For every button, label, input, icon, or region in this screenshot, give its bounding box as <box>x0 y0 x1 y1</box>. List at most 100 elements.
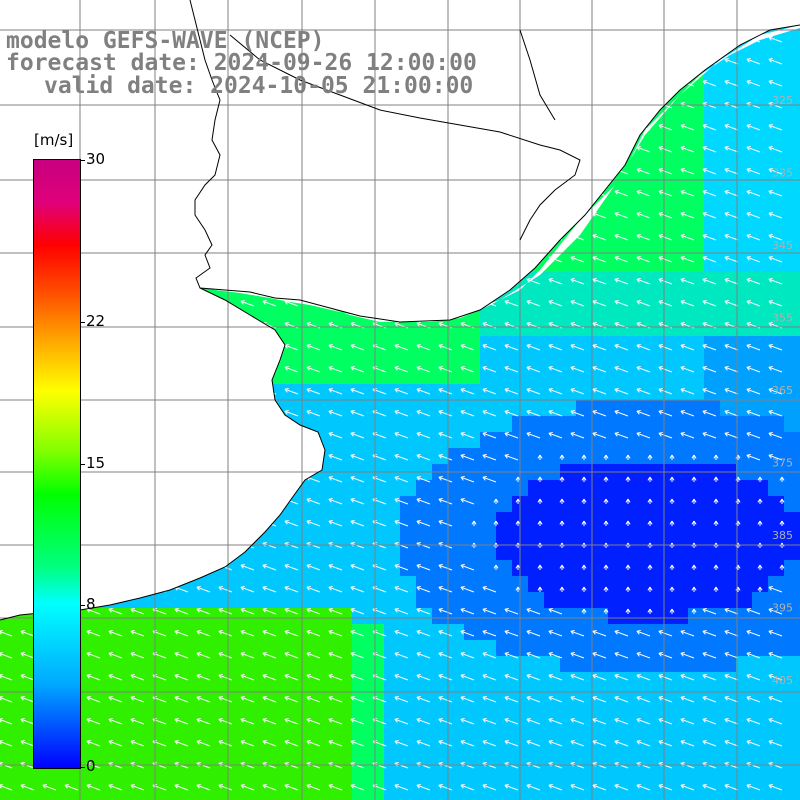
wind-arrow <box>658 189 673 197</box>
wind-arrow <box>658 695 673 703</box>
wind-arrow <box>757 476 763 482</box>
wind-speed-cell <box>288 352 304 368</box>
wind-arrow <box>746 387 761 395</box>
wind-speed-cell <box>48 784 64 800</box>
wind-arrow <box>559 454 565 460</box>
wind-speed-cell <box>592 352 608 368</box>
wind-speed-cell <box>112 704 128 720</box>
wind-arrow <box>262 717 277 725</box>
wind-arrow <box>460 343 475 351</box>
wind-speed-cell <box>320 320 336 336</box>
wind-arrow <box>20 651 35 659</box>
wind-speed-cell <box>544 752 560 768</box>
wind-arrow <box>603 454 609 460</box>
wind-speed-cell <box>640 192 656 208</box>
wind-arrow <box>350 365 365 373</box>
wind-speed-cell <box>784 272 800 288</box>
wind-arrow <box>768 79 783 87</box>
wind-speed-cell <box>560 496 576 512</box>
wind-arrow <box>680 255 695 263</box>
wind-speed-cell <box>528 448 544 464</box>
wind-speed-cell <box>0 752 16 768</box>
wind-speed-cell <box>320 592 336 608</box>
wind-arrow <box>130 695 145 703</box>
wind-arrow <box>548 387 563 395</box>
wind-speed-cell <box>304 560 320 576</box>
wind-arrow <box>746 233 761 241</box>
wind-speed-cell <box>752 736 768 752</box>
wind-speed-cell <box>592 336 608 352</box>
wind-speed-cell <box>720 528 736 544</box>
wind-speed-cell <box>240 592 256 608</box>
wind-speed-cell <box>752 512 768 528</box>
wind-speed-cell <box>192 736 208 752</box>
wind-speed-cell <box>448 560 464 576</box>
wind-arrow <box>394 519 409 527</box>
wind-speed-cell <box>384 400 400 416</box>
wind-speed-cell <box>464 352 480 368</box>
wind-speed-cell <box>272 704 288 720</box>
wind-speed-cell <box>784 32 800 48</box>
wind-arrow <box>20 695 35 703</box>
latitude-tick-label: 325 <box>772 94 793 107</box>
wind-speed-cell <box>672 240 688 256</box>
wind-arrow <box>438 475 453 483</box>
wind-speed-cell <box>496 608 512 624</box>
wind-arrow <box>284 519 299 527</box>
wind-speed-cell <box>496 768 512 784</box>
wind-arrow <box>504 387 519 395</box>
wind-arrow <box>702 189 717 197</box>
wind-speed-cell <box>576 432 592 448</box>
wind-arrow <box>746 343 761 351</box>
wind-speed-cell <box>784 112 800 128</box>
wind-speed-cell <box>336 560 352 576</box>
latitude-tick-label: 405 <box>772 674 793 687</box>
wind-speed-cell <box>768 416 784 432</box>
wind-speed-cell <box>624 480 640 496</box>
wind-speed-cell <box>752 176 768 192</box>
wind-speed-cell <box>768 96 784 112</box>
wind-speed-cell <box>480 720 496 736</box>
wind-speed-cell <box>240 656 256 672</box>
wind-arrow <box>0 717 13 725</box>
wind-speed-cell <box>672 528 688 544</box>
wind-arrow <box>746 629 761 637</box>
wind-speed-cell <box>688 448 704 464</box>
wind-speed-cell <box>448 752 464 768</box>
wind-arrow <box>218 629 233 637</box>
wind-arrow <box>724 167 739 175</box>
wind-speed-cell <box>672 144 688 160</box>
wind-speed-cell <box>352 432 368 448</box>
wind-speed-cell <box>688 480 704 496</box>
wind-speed-cell <box>144 672 160 688</box>
wind-speed-cell <box>304 784 320 800</box>
wind-speed-cell <box>384 640 400 656</box>
wind-speed-cell <box>256 544 272 560</box>
wind-speed-cell <box>304 624 320 640</box>
wind-speed-cell <box>224 656 240 672</box>
wind-speed-cell <box>336 736 352 752</box>
wind-arrow <box>438 629 453 637</box>
wind-arrow <box>768 233 783 241</box>
wind-speed-cell <box>432 368 448 384</box>
wind-arrow <box>482 673 497 681</box>
wind-arrow <box>218 585 233 593</box>
wind-speed-cell <box>752 272 768 288</box>
wind-speed-cell <box>720 112 736 128</box>
wind-speed-cell <box>768 64 784 80</box>
wind-speed-cell <box>416 624 432 640</box>
wind-speed-cell <box>80 672 96 688</box>
wind-arrow <box>647 454 653 460</box>
wind-speed-cell <box>560 624 576 640</box>
wind-speed-cell <box>384 560 400 576</box>
wind-arrow <box>504 431 519 439</box>
wind-speed-cell <box>368 752 384 768</box>
wind-speed-cell <box>320 720 336 736</box>
wind-speed-cell <box>448 480 464 496</box>
wind-speed-cell <box>432 320 448 336</box>
wind-speed-cell <box>672 96 688 112</box>
wind-arrow <box>636 651 651 659</box>
wind-speed-cell <box>368 560 384 576</box>
wind-arrow <box>416 431 431 439</box>
